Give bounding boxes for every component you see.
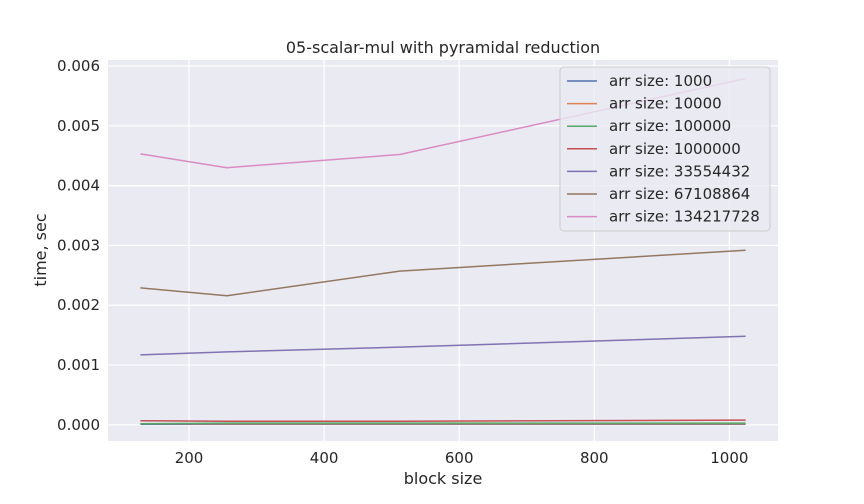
legend-label: arr size: 1000 — [609, 72, 712, 90]
x-tick-labels: 200 400 600 800 1000 — [175, 449, 749, 467]
y-tick-label: 0.002 — [57, 296, 100, 314]
x-tick-label: 800 — [580, 449, 609, 467]
legend-label: arr size: 67108864 — [609, 185, 750, 203]
x-tick-label: 1000 — [710, 449, 748, 467]
y-tick-label: 0.005 — [57, 117, 100, 135]
y-tick-label: 0.004 — [57, 177, 100, 195]
chart-title: 05-scalar-mul with pyramidal reduction — [286, 38, 600, 57]
y-tick-labels: 0.000 0.001 0.002 0.003 0.004 0.005 0.006 — [57, 57, 100, 434]
x-axis-label: block size — [404, 469, 483, 488]
series-line-4 — [140, 335, 746, 356]
legend-label: arr size: 33554432 — [609, 162, 750, 180]
y-axis-label: time, sec — [31, 213, 50, 286]
x-tick-label: 600 — [445, 449, 474, 467]
y-tick-label: 0.000 — [57, 416, 100, 434]
legend-label: arr size: 134217728 — [609, 208, 760, 226]
x-tick-label: 400 — [310, 449, 339, 467]
legend-label: arr size: 1000000 — [609, 140, 741, 158]
y-tick-label: 0.003 — [57, 236, 100, 254]
legend: arr size: 1000 arr size: 10000 arr size: 1… — [559, 66, 771, 232]
y-tick-label: 0.006 — [57, 57, 100, 75]
y-tick-label: 0.001 — [57, 356, 100, 374]
series-line-2 — [140, 422, 746, 425]
legend-label: arr size: 100000 — [609, 117, 731, 135]
series-line-5 — [140, 249, 746, 297]
series-line-3 — [140, 419, 746, 423]
legend-label: arr size: 10000 — [609, 95, 722, 113]
x-tick-label: 200 — [175, 449, 204, 467]
legend-box — [559, 66, 771, 232]
